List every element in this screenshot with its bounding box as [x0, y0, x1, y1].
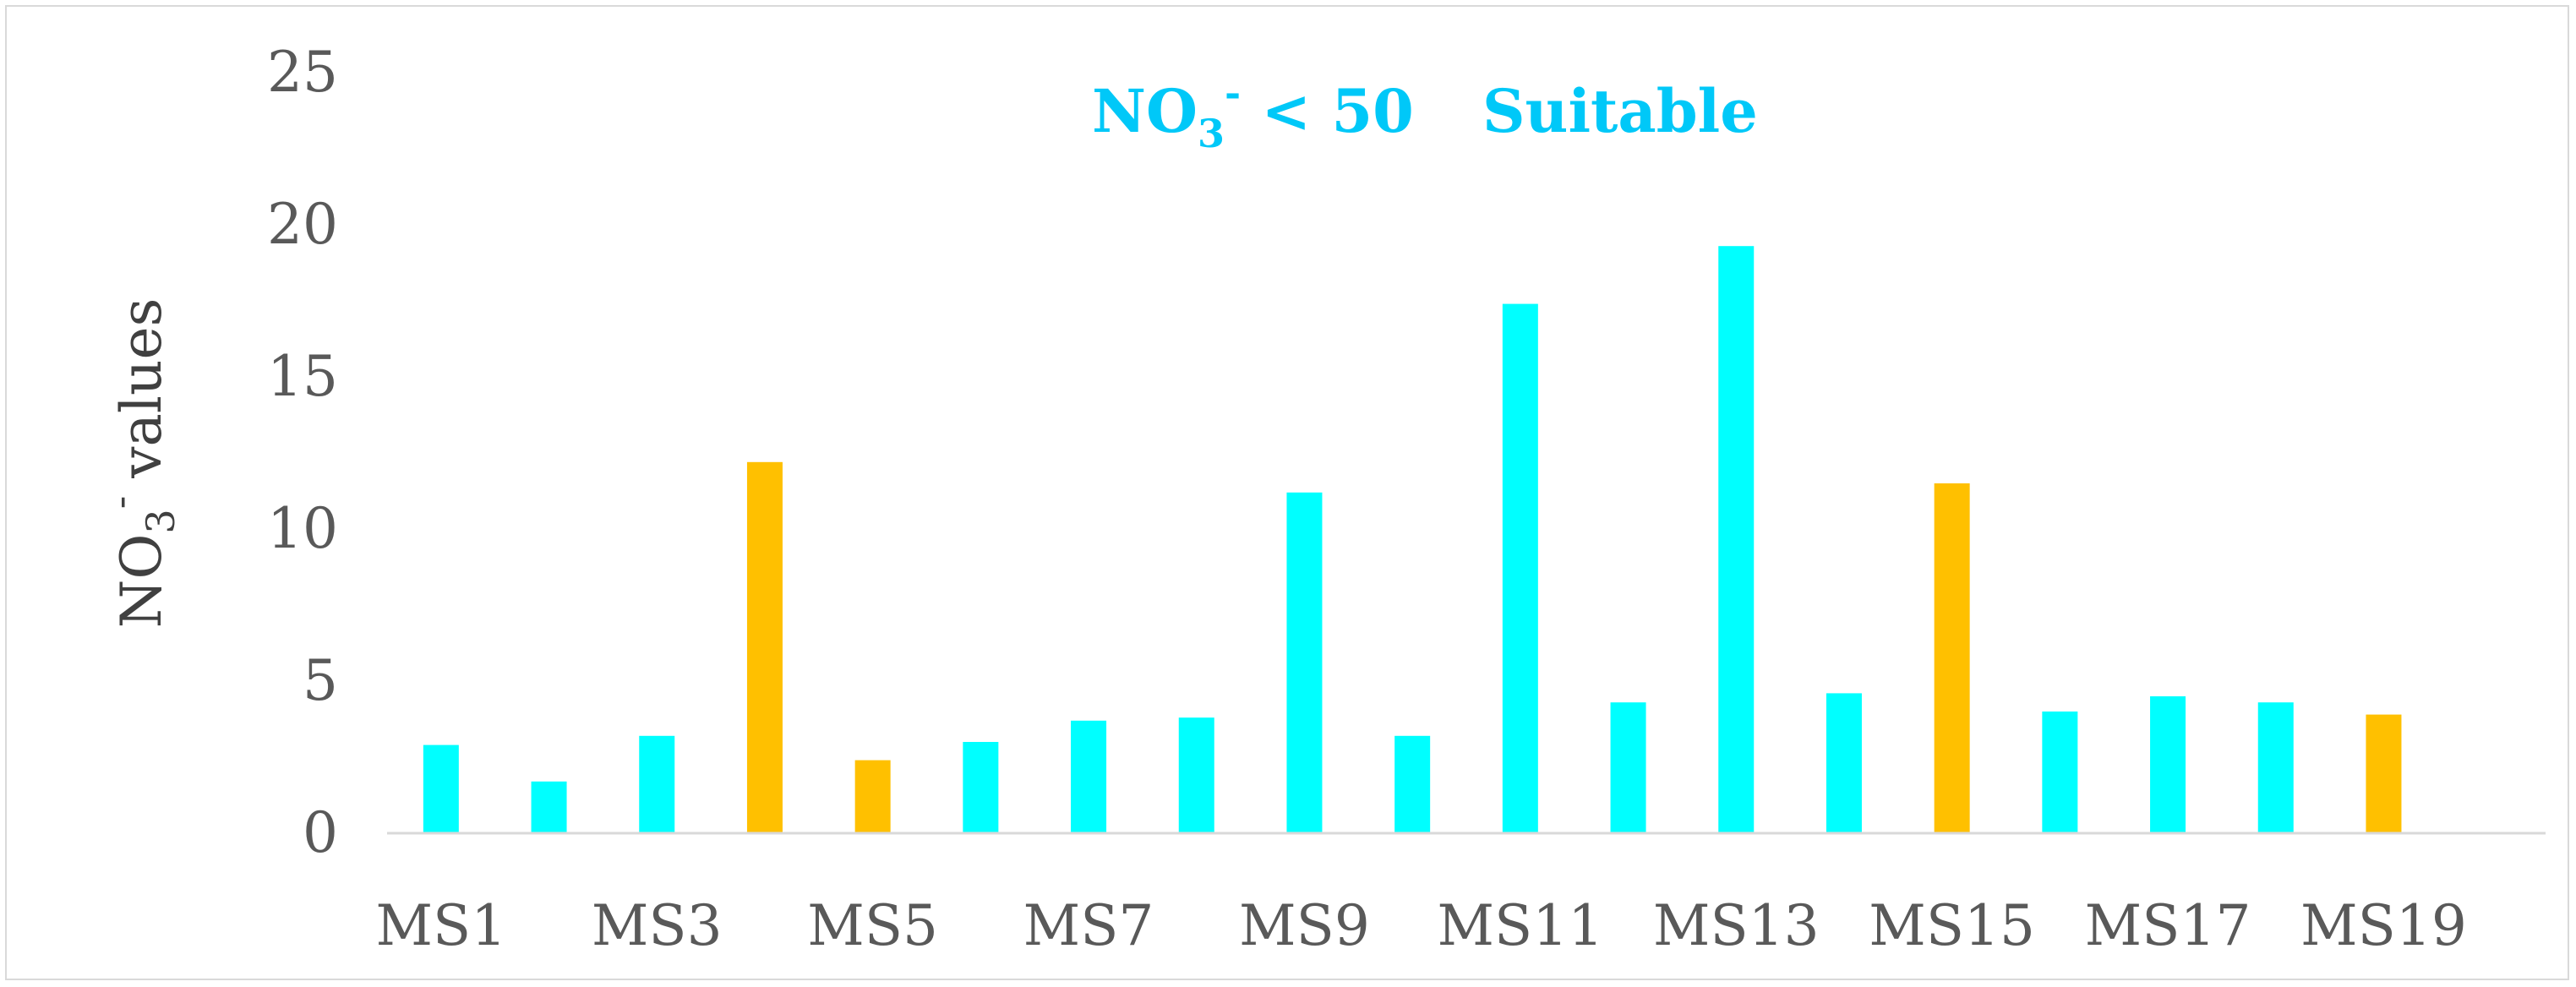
bar-ms8: [1178, 717, 1214, 833]
x-tick-label: MS15: [1869, 893, 2035, 958]
suitable-label: Suitable: [1482, 76, 1758, 146]
x-tick-label: MS9: [1239, 893, 1370, 958]
y-axis-title-sub: 3: [138, 509, 183, 533]
y-tick-label: 0: [303, 800, 338, 865]
x-tick-label: MS1: [375, 893, 506, 958]
bar-ms11: [1502, 303, 1538, 834]
bar-ms13: [1718, 246, 1755, 833]
annotation-rest: < 50: [1241, 76, 1414, 146]
x-tick-label: MS13: [1653, 893, 1820, 958]
y-axis-title-rest: values: [109, 298, 174, 496]
bar-ms16: [2042, 712, 2078, 833]
bar-ms18: [2257, 702, 2294, 833]
x-tick-label: MS11: [1437, 893, 1603, 958]
bar-ms7: [1071, 720, 1107, 833]
bar-ms6: [963, 742, 999, 833]
bar-ms10: [1394, 735, 1431, 833]
x-tick-label: MS17: [2085, 893, 2251, 958]
y-tick-label: 20: [267, 192, 338, 257]
bar-ms2: [531, 781, 567, 833]
annotation-main: NO: [1092, 76, 1198, 146]
y-axis-title: NO3- values: [97, 298, 183, 629]
y-tick-label: 25: [267, 40, 338, 105]
x-tick-label: MS7: [1023, 893, 1154, 958]
bar-ms3: [639, 735, 675, 833]
bar-ms1: [423, 744, 459, 833]
x-tick-label: MS5: [807, 893, 938, 958]
y-tick-label: 5: [303, 648, 338, 713]
bar-ms9: [1286, 492, 1323, 833]
y-axis-ticks: 0 5 10 15 20 25: [267, 40, 338, 865]
bar-ms15: [1934, 483, 1970, 833]
bar-ms5: [854, 760, 891, 833]
bars: [423, 246, 2402, 834]
y-tick-label: 15: [267, 344, 338, 409]
annotation-sup: -: [1225, 70, 1241, 116]
x-axis-ticks: MS1 MS3 MS5 MS7 MS9 MS11 MS13 MS15 MS17 MS19: [375, 893, 2466, 958]
bar-ms12: [1610, 702, 1646, 833]
x-tick-label: MS3: [592, 893, 723, 958]
bar-ms17: [2150, 696, 2186, 833]
annotation-sub: 3: [1198, 111, 1225, 156]
chart-frame: 0 5 10 15 20 25 NO3- values NO3- < 50 Suitabl…: [5, 5, 2569, 980]
bar-ms4: [746, 461, 783, 833]
bar-ms14: [1826, 693, 1862, 833]
y-tick-label: 10: [267, 496, 338, 561]
y-axis-title-main: NO: [109, 534, 174, 629]
threshold-annotation: NO3- < 50: [1092, 70, 1414, 156]
x-tick-label: MS19: [2300, 893, 2467, 958]
y-axis-title-sup: -: [97, 496, 143, 510]
bar-ms19: [2366, 714, 2402, 833]
